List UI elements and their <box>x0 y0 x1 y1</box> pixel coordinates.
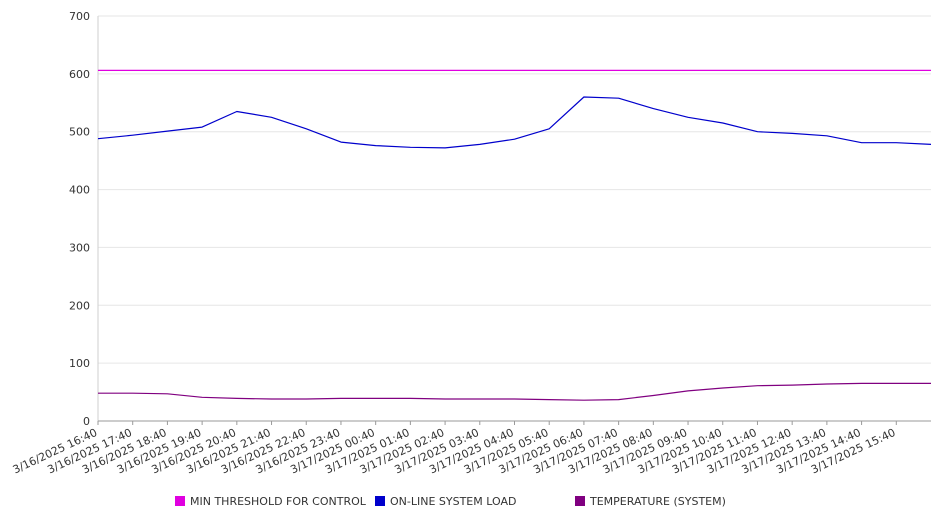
legend-label: MIN THRESHOLD FOR CONTROL <box>190 495 367 508</box>
x-tick-labels: 3/16/2025 16:403/16/2025 17:403/16/2025 … <box>11 426 898 476</box>
grid-lines <box>98 15 931 364</box>
y-tick-label: 500 <box>69 126 90 139</box>
y-tick-label: 0 <box>83 415 90 428</box>
legend: MIN THRESHOLD FOR CONTROL ON-LINE SYSTEM … <box>175 495 726 508</box>
legend-label: ON-LINE SYSTEM LOAD <box>390 495 516 508</box>
y-tick-label: 400 <box>69 184 90 197</box>
y-tick-label: 100 <box>69 357 90 370</box>
y-tick-labels: 0 100 200 300 400 500 600 700 <box>69 10 90 428</box>
y-tick-label: 700 <box>69 10 90 23</box>
series-line-1 <box>97 96 932 149</box>
legend-swatch <box>175 496 185 506</box>
legend-label: TEMPERATURE (SYSTEM) <box>589 495 726 508</box>
series-line-2 <box>98 382 931 401</box>
axes <box>97 16 931 425</box>
legend-swatch <box>575 496 585 506</box>
legend-swatch <box>375 496 385 506</box>
y-tick-label: 600 <box>69 68 90 81</box>
series-lines <box>97 69 932 401</box>
y-tick-label: 200 <box>69 299 90 312</box>
y-tick-label: 300 <box>69 241 90 254</box>
